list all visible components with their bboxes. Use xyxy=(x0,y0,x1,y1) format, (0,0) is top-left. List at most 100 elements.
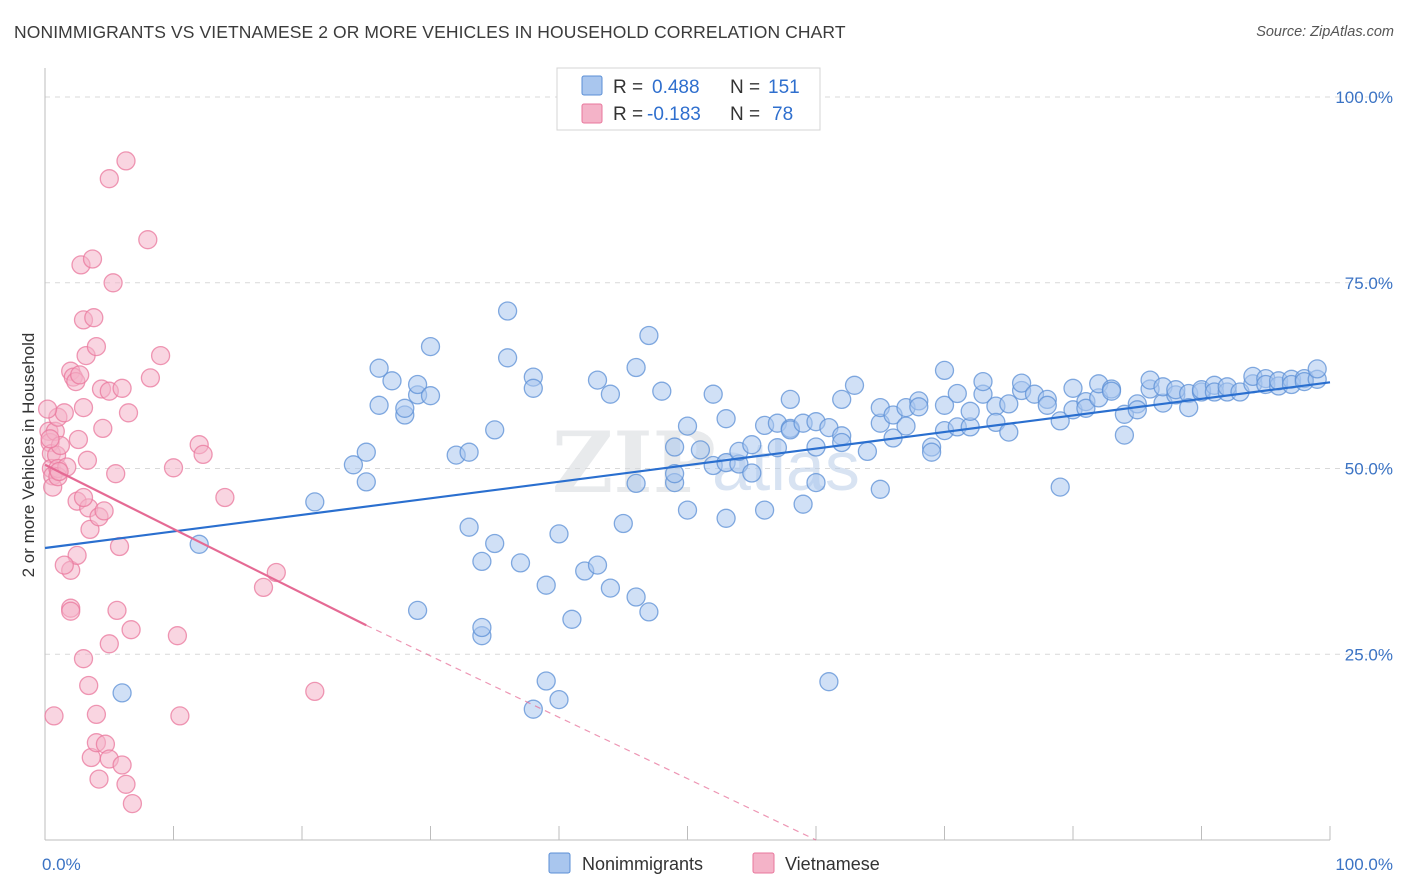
nonimmigrants-point-69 xyxy=(793,494,813,514)
legend-r-label-nonimmigrants: R = xyxy=(613,77,643,98)
nonimmigrants-point-8 xyxy=(369,358,389,378)
gridlines xyxy=(45,96,1394,655)
vietnamese-point-68 xyxy=(253,577,274,598)
vietnamese-point-35 xyxy=(84,308,104,328)
nonimmigrants-point-7 xyxy=(382,371,402,391)
vietnamese-point-16 xyxy=(61,601,81,621)
nonimmigrants-trend-line xyxy=(44,381,1331,550)
legend-swatch-vietnamese xyxy=(581,103,603,124)
nonimmigrants-point-53 xyxy=(703,384,723,404)
nonimmigrants-point-56 xyxy=(716,508,736,528)
nonimmigrants-point-24 xyxy=(497,301,518,321)
nonimmigrants-point-14 xyxy=(420,336,441,357)
vietnamese-points xyxy=(37,151,325,814)
nonimmigrants-point-150 xyxy=(947,383,967,404)
nonimmigrants-point-18 xyxy=(459,517,479,537)
bottom-legend-label-vietnamese: Vietnamese xyxy=(785,854,880,874)
nonimmigrants-point-91 xyxy=(934,360,955,381)
vietnamese-point-56 xyxy=(118,403,139,423)
nonimmigrants-point-19 xyxy=(472,551,492,572)
y-tick-label-75: 75.0% xyxy=(1345,274,1393,293)
x-tick-label-min: 0.0% xyxy=(42,855,81,874)
vietnamese-point-27 xyxy=(73,397,94,418)
vietnamese-point-48 xyxy=(103,273,123,293)
nonimmigrants-point-95 xyxy=(960,401,980,421)
nonimmigrants-point-97 xyxy=(973,371,993,392)
y-tick-label-50: 50.0% xyxy=(1345,460,1393,479)
vietnamese-point-57 xyxy=(121,620,141,640)
nonimmigrants-point-30 xyxy=(536,671,556,691)
nonimmigrants-point-89 xyxy=(921,442,942,462)
vietnamese-point-12 xyxy=(54,403,74,423)
nonimmigrants-point-128 xyxy=(1179,397,1199,418)
nonimmigrants-point-87 xyxy=(909,397,929,417)
nonimmigrants-point-107 xyxy=(1050,477,1070,497)
vietnamese-point-40 xyxy=(89,769,109,789)
nonimmigrants-point-32 xyxy=(549,689,569,710)
legend-n-label-nonimmigrants: N = xyxy=(730,77,760,98)
nonimmigrants-points xyxy=(112,301,1327,719)
legend-r-label-vietnamese: R = xyxy=(613,104,643,125)
nonimmigrants-point-17 xyxy=(459,442,479,462)
vietnamese-point-63 xyxy=(167,626,188,646)
nonimmigrants-point-120 xyxy=(1127,400,1147,420)
nonimmigrants-point-71 xyxy=(806,472,826,493)
nonimmigrants-point-4 xyxy=(356,442,376,462)
bottom-legend-swatch-nonimmigrants xyxy=(548,852,571,874)
nonimmigrants-point-79 xyxy=(870,479,890,499)
nonimmigrants-point-31 xyxy=(536,575,556,595)
vietnamese-point-38 xyxy=(86,704,107,725)
nonimmigrants-point-117 xyxy=(1114,425,1135,445)
x-tick-label-max: 100.0% xyxy=(1335,855,1393,874)
bottom-legend-swatch-vietnamese xyxy=(752,852,775,874)
nonimmigrants-point-21 xyxy=(472,617,492,638)
legend-n-value-nonimmigrants: 151 xyxy=(768,77,800,98)
nonimmigrants-point-45 xyxy=(639,602,659,622)
vietnamese-point-46 xyxy=(99,169,119,189)
nonimmigrants-point-3 xyxy=(343,455,364,475)
vietnamese-point-52 xyxy=(112,378,132,398)
nonimmigrants-point-36 xyxy=(587,555,608,575)
legend-r-value-nonimmigrants: 0.488 xyxy=(652,77,700,98)
nonimmigrants-point-41 xyxy=(626,587,646,607)
nonimmigrants-point-100 xyxy=(999,422,1019,442)
nonimmigrants-point-74 xyxy=(819,672,839,692)
nonimmigrants-point-29 xyxy=(523,699,543,719)
nonimmigrants-point-76 xyxy=(832,432,852,453)
nonimmigrants-point-106 xyxy=(1037,395,1057,415)
vietnamese-point-22 xyxy=(68,429,89,450)
nonimmigrants-point-52 xyxy=(690,440,711,460)
legend: R = 0.488 N = 151 R = -0.183 N = 78 xyxy=(556,67,821,131)
y-tick-label-25: 25.0% xyxy=(1345,645,1393,664)
nonimmigrants-point-147 xyxy=(1307,359,1327,379)
vietnamese-point-71 xyxy=(44,706,64,726)
nonimmigrants-point-55 xyxy=(716,409,736,429)
nonimmigrants-point-2 xyxy=(305,492,325,512)
legend-swatch-nonimmigrants xyxy=(581,75,603,96)
vietnamese-point-60 xyxy=(140,368,161,388)
nonimmigrants-point-116 xyxy=(1101,381,1122,401)
nonimmigrants-point-22 xyxy=(485,420,505,440)
nonimmigrants-point-78 xyxy=(857,441,878,462)
vietnamese-point-53 xyxy=(112,755,132,775)
vietnamese-point-50 xyxy=(107,600,127,621)
nonimmigrants-point-11 xyxy=(407,374,428,395)
nonimmigrants-point-42 xyxy=(626,473,646,494)
nonimmigrants-point-49 xyxy=(664,437,685,457)
vietnamese-point-69 xyxy=(266,562,286,583)
vietnamese-trend-line xyxy=(44,463,367,627)
vietnamese-point-54 xyxy=(116,151,136,171)
vietnamese-point-64 xyxy=(170,706,190,726)
vietnamese-point-25 xyxy=(73,649,94,669)
source-label: Source: ZipAtlas.com xyxy=(1256,24,1394,40)
nonimmigrants-point-61 xyxy=(742,463,762,483)
chart-title: NONIMMIGRANTS VS VIETNAMESE 2 OR MORE VE… xyxy=(14,22,846,42)
nonimmigrants-point-101 xyxy=(999,394,1019,414)
nonimmigrants-point-50 xyxy=(677,500,698,520)
vietnamese-point-70 xyxy=(305,681,325,702)
vietnamese-point-36 xyxy=(86,336,107,357)
nonimmigrants-point-15 xyxy=(420,386,441,406)
nonimmigrants-point-84 xyxy=(896,416,916,436)
nonimmigrants-point-37 xyxy=(587,370,608,390)
